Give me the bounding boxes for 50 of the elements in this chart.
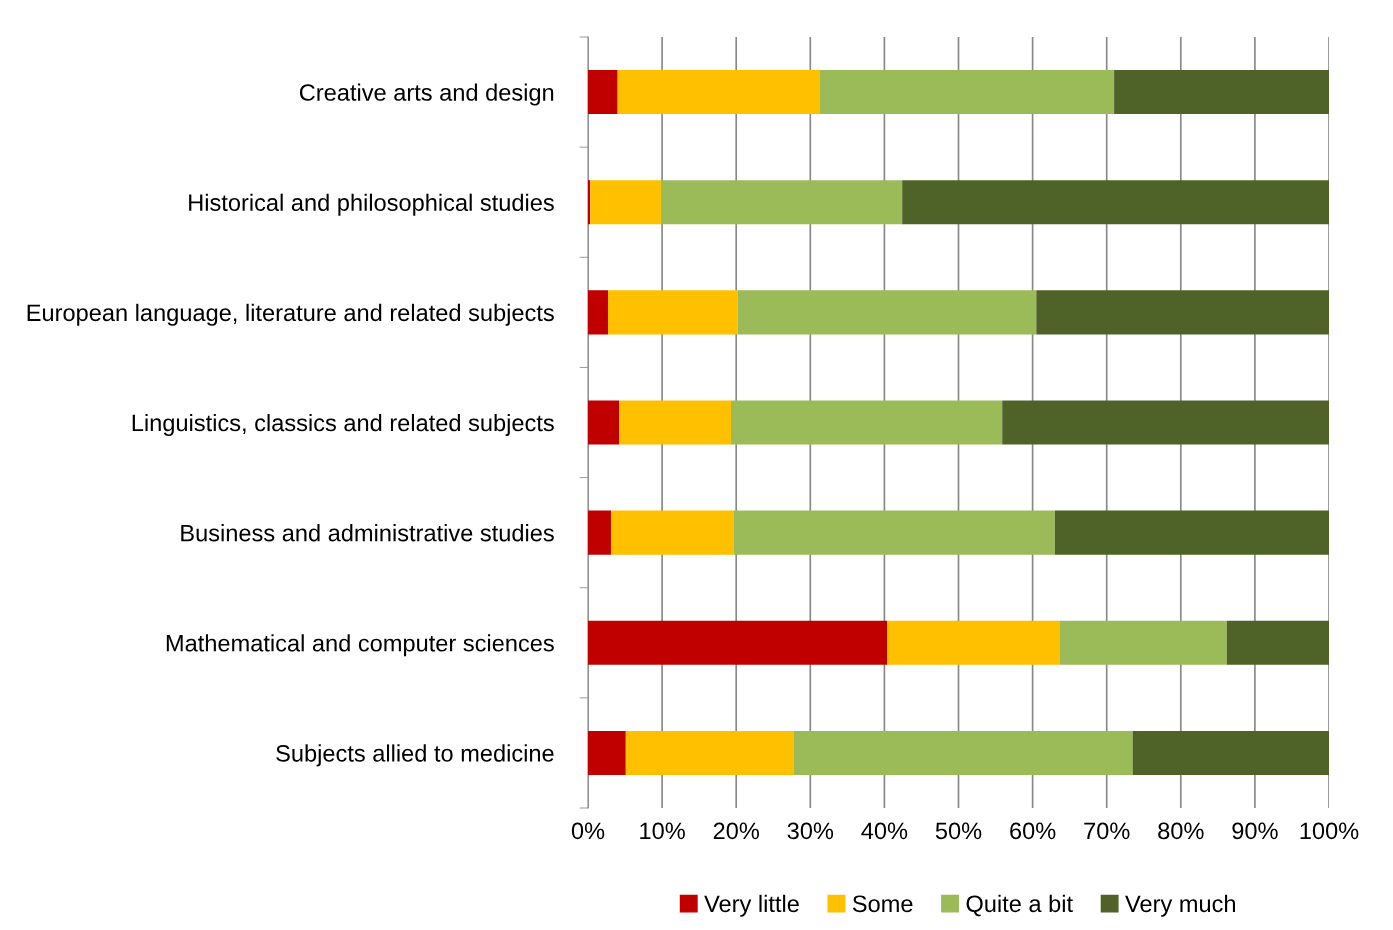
bar (902, 180, 1329, 225)
bar (590, 180, 662, 225)
legend-label: Some (852, 895, 913, 913)
bar (1060, 620, 1227, 665)
y-tick-label: Linguistics, classics and related subjects (132, 413, 554, 436)
bar (588, 730, 626, 775)
x-tick-label: 10% (640, 822, 685, 840)
bar (1114, 70, 1329, 115)
bar (794, 730, 1133, 775)
y-tick-label: Subjects allied to medicine (276, 744, 554, 767)
bar (588, 70, 618, 115)
x-tick-label: 60% (1010, 822, 1056, 840)
bar (588, 510, 611, 555)
bar (608, 290, 738, 335)
x-tick-label: 50% (935, 822, 982, 840)
y-tick-label: Creative arts and design (299, 83, 554, 106)
legend-label: Very little (704, 894, 799, 917)
bar (588, 400, 620, 445)
bar (733, 510, 1055, 555)
y-tick-label: Historical and philosophical studies (189, 193, 554, 216)
bar (661, 180, 903, 225)
legend-label: Very much (1125, 894, 1236, 917)
bar (731, 400, 1003, 445)
x-tick-label: 20% (713, 822, 759, 840)
y-tick-label: European language, literature and related subjects (27, 303, 554, 326)
x-tick-label: 90% (1232, 822, 1278, 840)
y-tick-label: Business and administrative studies (181, 524, 554, 542)
x-tick-label: 100% (1300, 822, 1359, 840)
bar (617, 70, 820, 115)
x-tick-label: 30% (787, 822, 834, 840)
x-tick-label: 70% (1084, 822, 1130, 840)
bar (1132, 730, 1329, 775)
bar (1002, 400, 1329, 445)
bar (1036, 290, 1329, 335)
bar (1054, 510, 1329, 555)
y-tick-label: Mathematical and computer sciences (166, 634, 554, 657)
bar (819, 70, 1115, 115)
bar (610, 510, 734, 555)
x-tick-label: 40% (861, 822, 908, 840)
bar (625, 730, 794, 775)
bar (1226, 620, 1329, 665)
bar (588, 290, 609, 335)
bar (619, 400, 732, 445)
bar (887, 620, 1061, 665)
bar (737, 290, 1037, 335)
bar (588, 620, 888, 665)
x-tick-label: 0% (571, 822, 605, 840)
x-tick-label: 80% (1158, 822, 1204, 840)
legend-label: Quite a bit (966, 894, 1073, 917)
bar (588, 180, 591, 225)
